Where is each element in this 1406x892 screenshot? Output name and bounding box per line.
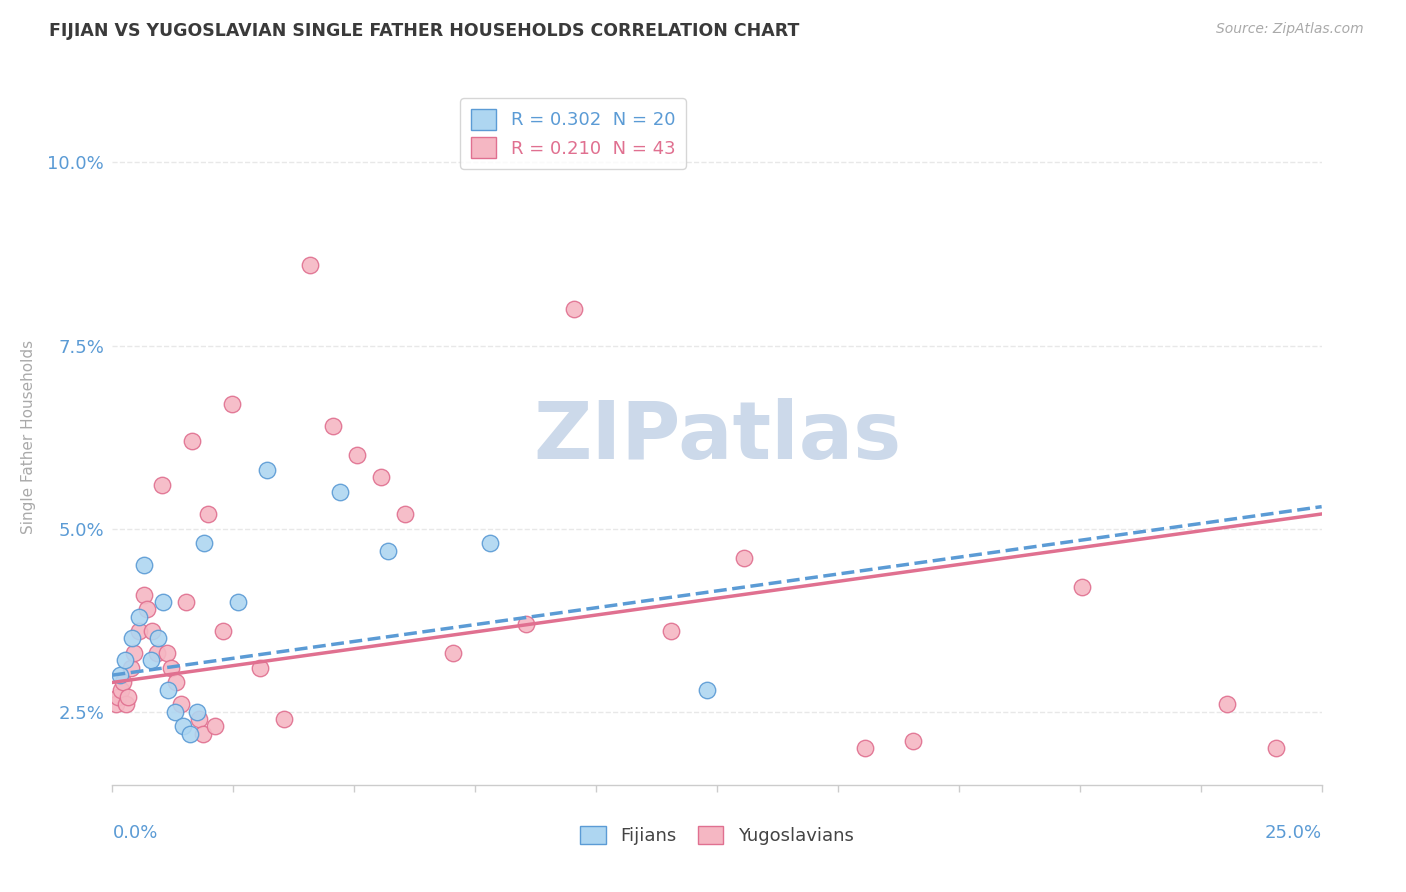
Point: [114, 653, 136, 667]
Point: [659, 624, 682, 639]
Point: [1071, 580, 1094, 594]
Point: [105, 698, 128, 712]
Point: [108, 668, 131, 682]
Text: Source: ZipAtlas.com: Source: ZipAtlas.com: [1216, 22, 1364, 37]
Point: [193, 727, 215, 741]
Point: [204, 719, 226, 733]
Point: [132, 588, 155, 602]
Point: [172, 719, 194, 733]
Point: [110, 682, 132, 697]
Point: [122, 646, 145, 660]
Point: [141, 653, 163, 667]
Point: [117, 690, 139, 704]
Point: [298, 258, 321, 272]
Point: [329, 485, 352, 500]
Point: [170, 698, 193, 712]
Point: [136, 602, 159, 616]
Point: [370, 470, 392, 484]
Point: [515, 616, 537, 631]
Point: [148, 632, 170, 646]
Point: [128, 609, 150, 624]
Point: [187, 712, 209, 726]
Point: [1264, 741, 1286, 756]
Point: [146, 646, 169, 660]
Point: [853, 741, 876, 756]
Point: [211, 624, 233, 639]
Point: [141, 624, 163, 639]
Point: [115, 698, 138, 712]
Point: [186, 705, 208, 719]
Point: [564, 301, 586, 316]
Point: [128, 624, 150, 639]
Point: [156, 646, 179, 660]
Point: [157, 682, 180, 697]
Point: [733, 550, 755, 565]
Point: [256, 463, 278, 477]
Point: [443, 646, 465, 660]
Point: [121, 632, 143, 646]
Point: [112, 675, 135, 690]
Point: [377, 543, 399, 558]
Point: [152, 595, 174, 609]
Point: [174, 595, 197, 609]
Point: [165, 675, 187, 690]
Point: [696, 682, 718, 697]
Point: [132, 558, 155, 573]
Point: [181, 434, 204, 448]
Point: [221, 397, 243, 411]
Point: [179, 727, 201, 741]
Point: [107, 690, 129, 704]
Point: [160, 661, 183, 675]
Point: [322, 419, 344, 434]
Point: [249, 661, 271, 675]
Point: [1216, 698, 1239, 712]
Point: [193, 536, 215, 550]
Point: [120, 661, 142, 675]
Point: [346, 449, 368, 463]
Point: [478, 536, 501, 550]
Point: [165, 705, 187, 719]
Point: [197, 507, 219, 521]
Legend: Fijians, Yugoslavians: Fijians, Yugoslavians: [574, 819, 860, 853]
Text: 0.0%: 0.0%: [112, 824, 157, 842]
Point: [394, 507, 416, 521]
Y-axis label: Single Father Households: Single Father Households: [21, 340, 37, 534]
Point: [226, 595, 249, 609]
Point: [901, 734, 924, 748]
Text: ZIPatlas: ZIPatlas: [533, 398, 901, 476]
Text: 25.0%: 25.0%: [1264, 824, 1322, 842]
Text: FIJIAN VS YUGOSLAVIAN SINGLE FATHER HOUSEHOLDS CORRELATION CHART: FIJIAN VS YUGOSLAVIAN SINGLE FATHER HOUS…: [49, 22, 800, 40]
Point: [150, 477, 173, 491]
Point: [273, 712, 295, 726]
